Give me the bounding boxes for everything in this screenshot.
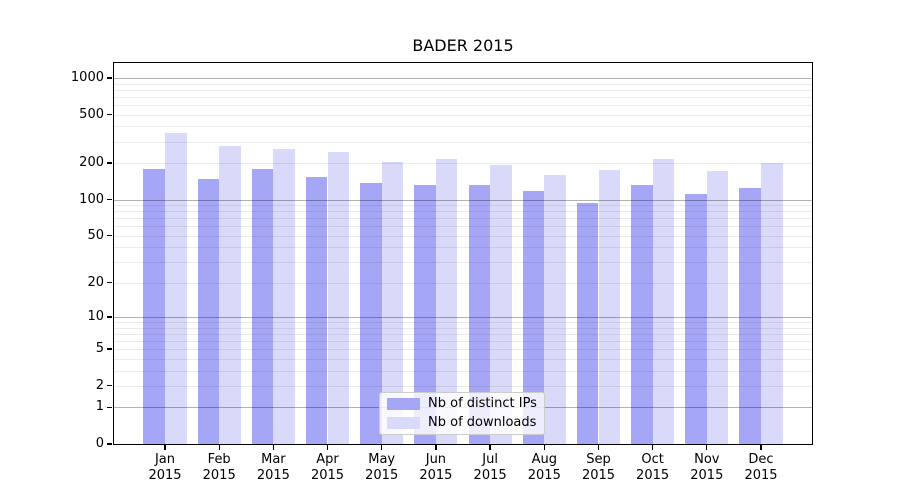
y-tick-label: 0	[95, 436, 104, 451]
y-tick-label: 10	[87, 309, 104, 324]
bar-distinct-ips	[468, 185, 491, 444]
minor-gridline	[113, 89, 813, 91]
bar-downloads	[219, 146, 241, 444]
bar-downloads	[165, 133, 187, 444]
y-tick-label: 50	[87, 227, 104, 243]
bar-downloads	[761, 163, 783, 444]
x-tick-label: Jul 2015	[473, 452, 507, 483]
y-tick	[107, 316, 112, 318]
x-tick	[706, 445, 708, 450]
minor-gridline	[113, 114, 813, 116]
x-tick-label: Nov 2015	[690, 452, 724, 483]
x-tick-label: Mar 2015	[256, 452, 290, 483]
x-tick	[381, 445, 383, 450]
x-tick-label: Apr 2015	[310, 452, 345, 483]
y-tick	[107, 282, 112, 284]
x-tick	[218, 445, 220, 450]
bar-downloads	[435, 159, 458, 444]
bar-distinct-ips	[739, 188, 761, 444]
major-gridline	[113, 77, 813, 79]
bar-distinct-ips	[685, 194, 707, 444]
y-tick	[107, 348, 112, 350]
bar-downloads	[652, 159, 675, 444]
y-tick-label: 200	[79, 155, 104, 170]
x-tick	[760, 445, 762, 450]
y-tick-label: 20	[87, 274, 104, 290]
chart-title: BADER 2015	[412, 36, 514, 55]
minor-gridline	[113, 126, 813, 128]
y-tick-label: 5	[95, 341, 104, 357]
x-tick	[597, 445, 600, 450]
y-tick-label: 100	[79, 191, 104, 207]
bar-distinct-ips	[360, 183, 382, 444]
y-tick-label: 500	[79, 106, 104, 122]
bar-downloads	[273, 148, 295, 444]
x-tick-label: Feb 2015	[202, 452, 236, 483]
bar-downloads	[544, 175, 566, 444]
y-tick	[107, 198, 112, 201]
bar-distinct-ips	[414, 185, 436, 444]
legend-label-distinct-ips: Nb of distinct IPs	[428, 396, 537, 411]
x-tick-label: Oct 2015	[636, 452, 670, 483]
minor-gridline	[113, 83, 813, 85]
bar-distinct-ips	[522, 190, 545, 444]
x-tick	[435, 445, 437, 450]
legend-swatch-downloads	[387, 417, 420, 429]
x-tick	[651, 445, 654, 450]
x-tick	[272, 445, 275, 450]
bar-downloads	[490, 164, 512, 444]
minor-gridline	[113, 105, 813, 106]
legend-label-downloads: Nb of downloads	[428, 415, 537, 430]
y-tick	[107, 406, 112, 408]
minor-gridline	[113, 96, 813, 98]
minor-gridline	[113, 141, 813, 143]
x-tick-label: Dec 2015	[744, 452, 778, 483]
bar-distinct-ips	[576, 203, 599, 444]
x-tick-label: Jan 2015	[148, 452, 182, 483]
x-tick	[543, 445, 545, 450]
x-tick-label: Sep 2015	[581, 452, 616, 483]
y-tick	[107, 113, 112, 116]
y-tick-label: 1	[95, 399, 104, 415]
bar-distinct-ips	[143, 169, 165, 444]
bar-downloads	[598, 170, 621, 444]
y-tick	[107, 162, 112, 164]
bar-distinct-ips	[251, 169, 274, 444]
x-tick	[326, 445, 329, 450]
bar-downloads	[706, 170, 729, 444]
y-tick-label: 1000	[70, 69, 104, 85]
y-tick	[107, 235, 112, 237]
y-tick	[107, 443, 112, 445]
legend: Nb of distinct IPs Nb of downloads	[379, 392, 545, 435]
y-tick-label: 2	[95, 377, 104, 393]
bar-downloads	[327, 152, 350, 444]
y-tick	[107, 77, 112, 79]
bar-downloads	[381, 162, 404, 444]
legend-item: Nb of downloads	[387, 415, 537, 431]
x-tick-label: Jun 2015	[419, 452, 453, 483]
bar-distinct-ips	[631, 185, 653, 444]
x-tick-label: Aug 2015	[527, 452, 561, 483]
minor-gridline	[113, 163, 813, 164]
y-tick	[107, 385, 112, 387]
legend-swatch-distinct-ips	[387, 398, 420, 410]
x-tick	[489, 445, 491, 450]
x-tick	[164, 445, 166, 450]
legend-item: Nb of distinct IPs	[387, 396, 537, 412]
bar-distinct-ips	[197, 179, 220, 444]
x-tick-label: May 2015	[365, 452, 399, 483]
bar-distinct-ips	[305, 176, 328, 444]
